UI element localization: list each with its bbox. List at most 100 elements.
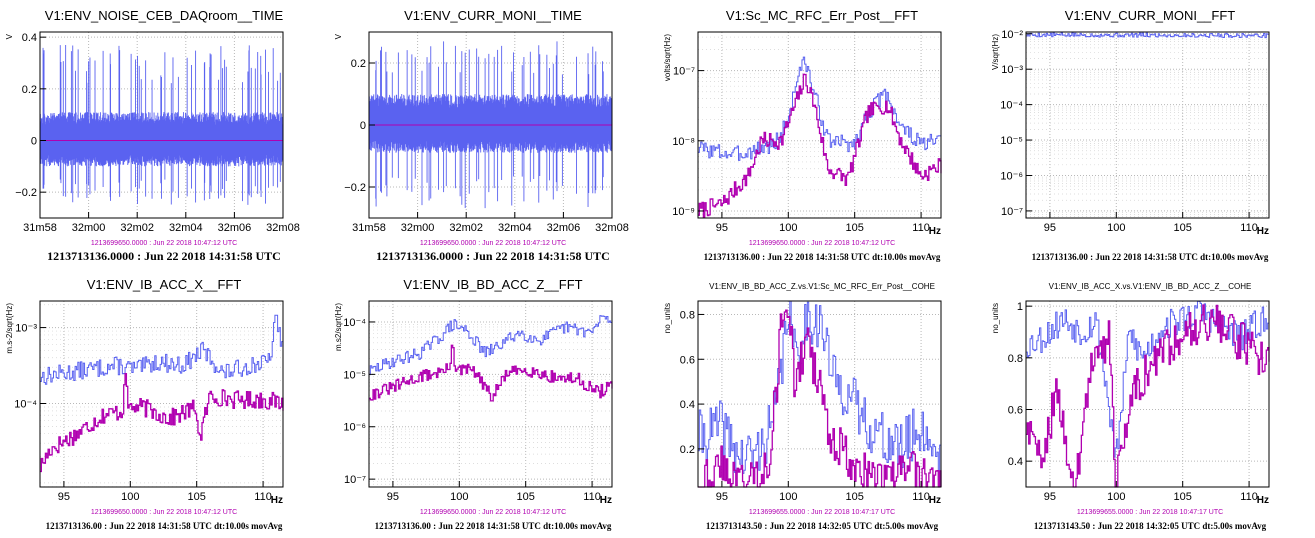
x-tick-label: 95: [387, 491, 399, 503]
x-tick-label: 110: [254, 491, 272, 503]
y-tick-label: 10⁻⁶: [343, 422, 366, 434]
x-tick-label: 100: [779, 491, 797, 503]
y-axis-label: m.s2/sqrt(Hz): [334, 303, 343, 351]
chart-title: V1:ENV_CURR_MONI__TIME: [404, 8, 582, 23]
series-magenta: [368, 344, 613, 402]
footer-timestamp: 1213713136.00 : Jun 22 2018 14:31:58 UTC…: [703, 252, 940, 262]
y-axis-label: V: [334, 33, 343, 39]
x-tick-label: 100: [121, 491, 139, 503]
y-tick-label: 0.2: [679, 444, 694, 456]
chart-panel-4: V1:ENV_CURR_MONI__FFT 95 100 105 110 10⁻⁷ 10⁻⁶…: [986, 0, 1314, 269]
y-axis-label: V: [5, 33, 14, 39]
x-tick-label: 31m58: [352, 222, 386, 234]
series-blue: [1026, 32, 1270, 39]
x-axis-label: Hz: [928, 226, 940, 237]
chart-title: V1:ENV_IB_ACC_X.vs.V1:ENV_IB_BD_ACC_Z__C…: [1049, 282, 1252, 291]
chart-svg-8: V1:ENV_IB_ACC_X.vs.V1:ENV_IB_BD_ACC_Z__C…: [991, 282, 1270, 531]
y-tick-label: −0.2: [344, 182, 366, 194]
x-tick-label: 31m58: [23, 222, 57, 234]
y-tick-label: 0.6: [679, 354, 694, 366]
series-blue: [697, 300, 941, 481]
series-magenta: [697, 73, 942, 218]
y-tick-label: 0: [31, 136, 37, 148]
x-tick-label: 105: [1174, 491, 1192, 503]
footer-timestamp: 1213713136.0000 : Jun 22 2018 14:31:58 U…: [376, 249, 610, 263]
y-axis: 0.4 0.6 0.8 1: [1008, 301, 1033, 468]
x-axis-label: Hz: [271, 495, 283, 506]
footer-timestamp: 1213713143.50 : Jun 22 2018 14:32:05 UTC…: [1034, 521, 1267, 531]
chart-panel-8: V1:ENV_IB_ACC_X.vs.V1:ENV_IB_BD_ACC_Z__C…: [986, 269, 1314, 538]
series-blue: [697, 56, 941, 161]
x-tick-label: 100: [1107, 222, 1125, 234]
x-axis: 31m58 32m00 32m02 32m04 32m06 32m08: [23, 212, 300, 234]
series-blue: [1026, 300, 1270, 458]
x-tick-label: 95: [715, 491, 727, 503]
x-tick-label: 95: [715, 222, 727, 234]
x-axis: 95 100 105 110: [1044, 481, 1258, 503]
y-tick-label: 0.4: [1008, 456, 1023, 468]
x-axis: 95 100 105 110: [715, 481, 929, 503]
footer-timestamp: 1213713136.00 : Jun 22 2018 14:31:58 UTC…: [46, 521, 283, 531]
series-group: [1026, 32, 1270, 39]
footer-timestamp: 1213713136.00 : Jun 22 2018 14:31:58 UTC…: [374, 521, 611, 531]
footer-timestamp: 1213713136.00 : Jun 22 2018 14:31:58 UTC…: [1032, 252, 1269, 262]
y-tick-label: 10⁻⁴: [1000, 100, 1023, 112]
footer-timestamp: 1213713143.50 : Jun 22 2018 14:32:05 UTC…: [705, 521, 938, 531]
chart-panel-7: V1:ENV_IB_BD_ACC_Z.vs.V1:Sc_MC_RFC_Err_P…: [658, 269, 986, 538]
y-tick-label: 0.2: [350, 58, 365, 70]
y-tick-label: 10⁻⁷: [672, 66, 694, 78]
chart-svg-3: V1:Sc_MC_RFC_Err_Post__FFT 95 100 105 110 10⁻…: [663, 8, 942, 262]
chart-panel-3: V1:Sc_MC_RFC_Err_Post__FFT 95 100 105 110 10⁻…: [658, 0, 986, 269]
chart-svg-5: V1:ENV_IB_ACC_X__FFT 95 100 105 110 10⁻⁴ 10⁻³m…: [5, 277, 284, 531]
y-tick-label: 0.4: [679, 399, 694, 411]
x-axis: 95 100 105 110: [1044, 212, 1258, 234]
x-tick-label: 32m08: [595, 222, 629, 234]
chart-panel-6: V1:ENV_IB_BD_ACC_Z__FFT 95 100 105 110 10⁻⁷ 10…: [329, 269, 657, 538]
y-axis: 10⁻⁹ 10⁻⁸ 10⁻⁷: [672, 66, 704, 218]
chart-panel-2: V1:ENV_CURR_MONI__TIME 31m58 32m00 32m02 32m…: [329, 0, 657, 269]
series-magenta: [1026, 304, 1270, 488]
y-tick-label: 10⁻⁵: [1001, 135, 1024, 147]
series-magenta: [40, 372, 284, 473]
x-tick-label: 100: [450, 491, 468, 503]
y-tick-label: 10⁻⁶: [1001, 170, 1024, 182]
y-tick-label: 1: [1017, 301, 1023, 313]
y-axis: 10⁻⁷ 10⁻⁶ 10⁻⁵ 10⁻⁴: [343, 317, 375, 486]
x-axis: 31m58 32m00 32m02 32m04 32m06 32m08: [352, 212, 629, 234]
chart-title: V1:ENV_NOISE_CEB_DAQroom__TIME: [45, 8, 284, 23]
y-tick-label: 10⁻⁴: [14, 398, 37, 410]
x-tick-label: 105: [845, 491, 863, 503]
chart-svg-2: V1:ENV_CURR_MONI__TIME 31m58 32m00 32m02 32m…: [334, 8, 629, 263]
y-tick-label: 10⁻³: [15, 323, 37, 335]
x-tick-label: 105: [516, 491, 534, 503]
y-axis: 10⁻⁴ 10⁻³: [14, 323, 46, 410]
y-axis: −0.2 0 0.2 0.4: [15, 32, 46, 199]
x-tick-label: 95: [1044, 222, 1056, 234]
reference-time: 1213699650.0000 : Jun 22 2018 10:47:12 U…: [91, 240, 237, 247]
reference-time: 1213699650.0000 : Jun 22 2018 10:47:12 U…: [748, 240, 894, 247]
y-axis-label: V/sqrt(Hz): [991, 34, 1000, 70]
x-axis-label: Hz: [1257, 226, 1269, 237]
y-axis-label: no_units: [663, 303, 672, 333]
y-axis-label: volts/sqrt(Hz): [663, 34, 672, 81]
x-tick-label: 110: [583, 491, 601, 503]
chart-title: V1:ENV_IB_ACC_X__FFT: [87, 277, 242, 292]
plot-frame: [1025, 31, 1270, 219]
reference-time: 1213699650.0000 : Jun 22 2018 10:47:12 U…: [420, 509, 566, 516]
y-tick-label: −0.2: [15, 187, 37, 199]
x-axis: 95 100 105 110: [387, 481, 601, 503]
x-tick-label: 110: [1241, 491, 1259, 503]
x-tick-label: 32m00: [72, 222, 106, 234]
y-axis: 10⁻⁷ 10⁻⁶ 10⁻⁵ 10⁻⁴ 10⁻³ 10⁻²: [1000, 29, 1033, 218]
chart-svg-4: V1:ENV_CURR_MONI__FFT 95 100 105 110 10⁻⁷ 10⁻⁶…: [991, 8, 1270, 262]
reference-time: 1213699650.0000 : Jun 22 2018 10:47:12 U…: [91, 509, 237, 516]
x-tick-label: 95: [1044, 491, 1056, 503]
x-tick-label: 32m04: [169, 222, 203, 234]
x-tick-label: 110: [1241, 222, 1259, 234]
y-tick-label: 0.6: [1008, 405, 1023, 417]
plot-frame: [1025, 300, 1270, 488]
chart-title: V1:Sc_MC_RFC_Err_Post__FFT: [725, 8, 917, 23]
y-axis: −0.2 0 0.2: [344, 58, 375, 194]
reference-time: 1213699655.0000 : Jun 22 2018 10:47:17 U…: [1077, 509, 1223, 516]
